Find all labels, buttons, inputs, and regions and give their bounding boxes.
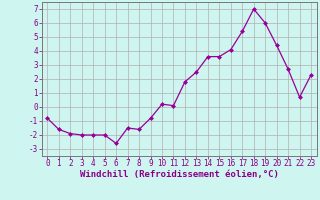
X-axis label: Windchill (Refroidissement éolien,°C): Windchill (Refroidissement éolien,°C): [80, 170, 279, 179]
